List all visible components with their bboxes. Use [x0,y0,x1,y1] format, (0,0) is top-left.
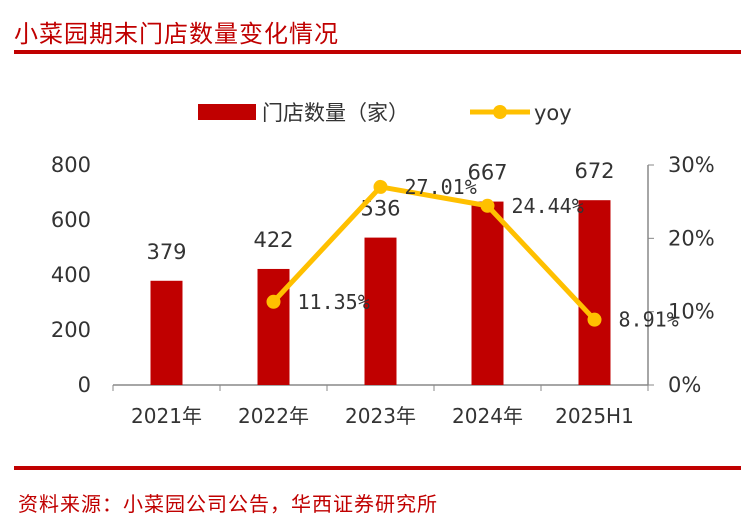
bar [364,237,397,385]
yoy-point [587,312,602,327]
y-right-tick-label: 20% [668,226,715,250]
yoy-point [373,179,388,194]
y-right-tick-label: 30% [668,153,715,177]
yoy-point [480,198,495,213]
bar-value-label: 422 [253,228,293,252]
y-right-tick-label: 0% [668,373,701,397]
bar [578,200,611,385]
source-note: 资料来源：小菜园公司公告，华西证券研究所 [18,492,438,516]
legend-line-label: yoy [534,101,572,125]
legend-line-marker [493,105,507,119]
x-category-label: 2022年 [238,404,309,428]
yoy-point [266,294,281,309]
yoy-value-label: 8.91% [619,308,679,332]
bar [471,201,504,385]
legend-bar-swatch [198,104,256,120]
y-left-tick-label: 800 [51,153,91,177]
yoy-value-label: 27.01% [405,175,477,199]
y-left-tick-label: 0 [78,373,91,397]
x-category-label: 2024年 [452,404,523,428]
x-category-label: 2021年 [131,404,202,428]
bar-value-label: 667 [467,161,507,185]
bar-value-label: 672 [574,159,614,183]
bar-value-label: 379 [146,240,186,264]
y-left-tick-label: 400 [51,263,91,287]
yoy-value-label: 11.35% [298,290,370,314]
yoy-value-label: 24.44% [512,194,584,218]
legend-bar-label: 门店数量（家） [262,101,409,125]
y-left-tick-label: 200 [51,318,91,342]
x-category-label: 2025H1 [555,404,634,428]
yoy-line [271,184,597,322]
y-left-tick-label: 600 [51,208,91,232]
y-right-tick-label: 10% [668,300,715,324]
bar [150,280,183,385]
source-rule [14,466,741,470]
x-category-label: 2023年 [345,404,416,428]
chart-title: 小菜园期末门店数量变化情况 [14,20,339,48]
title-rule [14,50,741,54]
